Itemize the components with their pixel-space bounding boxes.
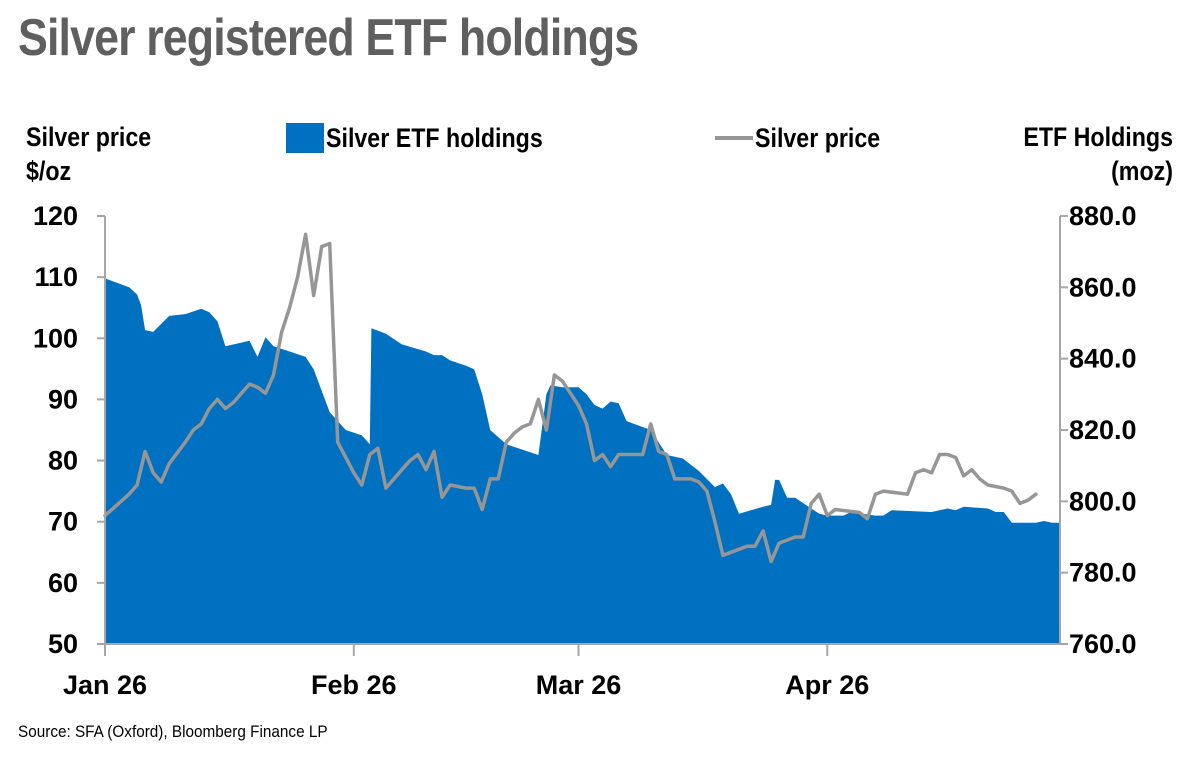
chart-title: Silver registered ETF holdings — [18, 9, 639, 67]
right-tick-label: 780.0 — [1069, 558, 1137, 588]
right-tick-label: 880.0 — [1069, 201, 1137, 231]
legend-item-silver-price: Silver price — [715, 120, 901, 156]
right-tick-label: 840.0 — [1069, 344, 1137, 374]
left-axis-label: Silver price $/oz — [26, 120, 151, 188]
legend-item-etf-holdings: Silver ETF holdings — [286, 120, 578, 156]
series-line-silver-price — [103, 232, 1038, 564]
x-tick-label: Jan 26 — [63, 670, 147, 700]
right-axis-label-line1: ETF Holdings — [1023, 122, 1173, 152]
source-note: Source: SFA (Oxford), Bloomberg Finance … — [18, 722, 328, 741]
left-tick-label: 110 — [34, 262, 78, 292]
left-tick-label: 90 — [48, 384, 78, 414]
right-tick-label: 760.0 — [1069, 629, 1137, 659]
left-tick-label: 80 — [48, 446, 78, 476]
right-tick-label: 860.0 — [1069, 272, 1137, 302]
x-tick-label: Feb 26 — [311, 670, 397, 700]
right-tick-label: 800.0 — [1069, 486, 1137, 516]
legend-label-silver-price: Silver price — [755, 122, 881, 153]
right-tick-label: 820.0 — [1069, 415, 1137, 445]
right-axis-label-line2: (moz) — [1111, 156, 1173, 186]
left-axis-label-line2: $/oz — [26, 156, 72, 186]
legend-swatch-etf-holdings — [286, 123, 324, 153]
x-tick-label: Mar 26 — [536, 670, 622, 700]
left-tick-label: 60 — [48, 568, 78, 598]
right-axis-label: ETF Holdings (moz) — [1023, 120, 1173, 188]
left-tick-label: 50 — [48, 629, 78, 659]
legend-label-etf-holdings: Silver ETF holdings — [326, 122, 543, 153]
left-axis-label-line1: Silver price — [26, 122, 152, 152]
series-area-etf-holdings — [105, 278, 1060, 644]
legend-swatch-silver-price — [715, 136, 753, 140]
left-tick-label: 70 — [48, 507, 78, 537]
left-tick-label: 100 — [33, 323, 78, 353]
x-tick-label: Apr 26 — [785, 670, 869, 700]
left-tick-label: 120 — [33, 201, 78, 231]
